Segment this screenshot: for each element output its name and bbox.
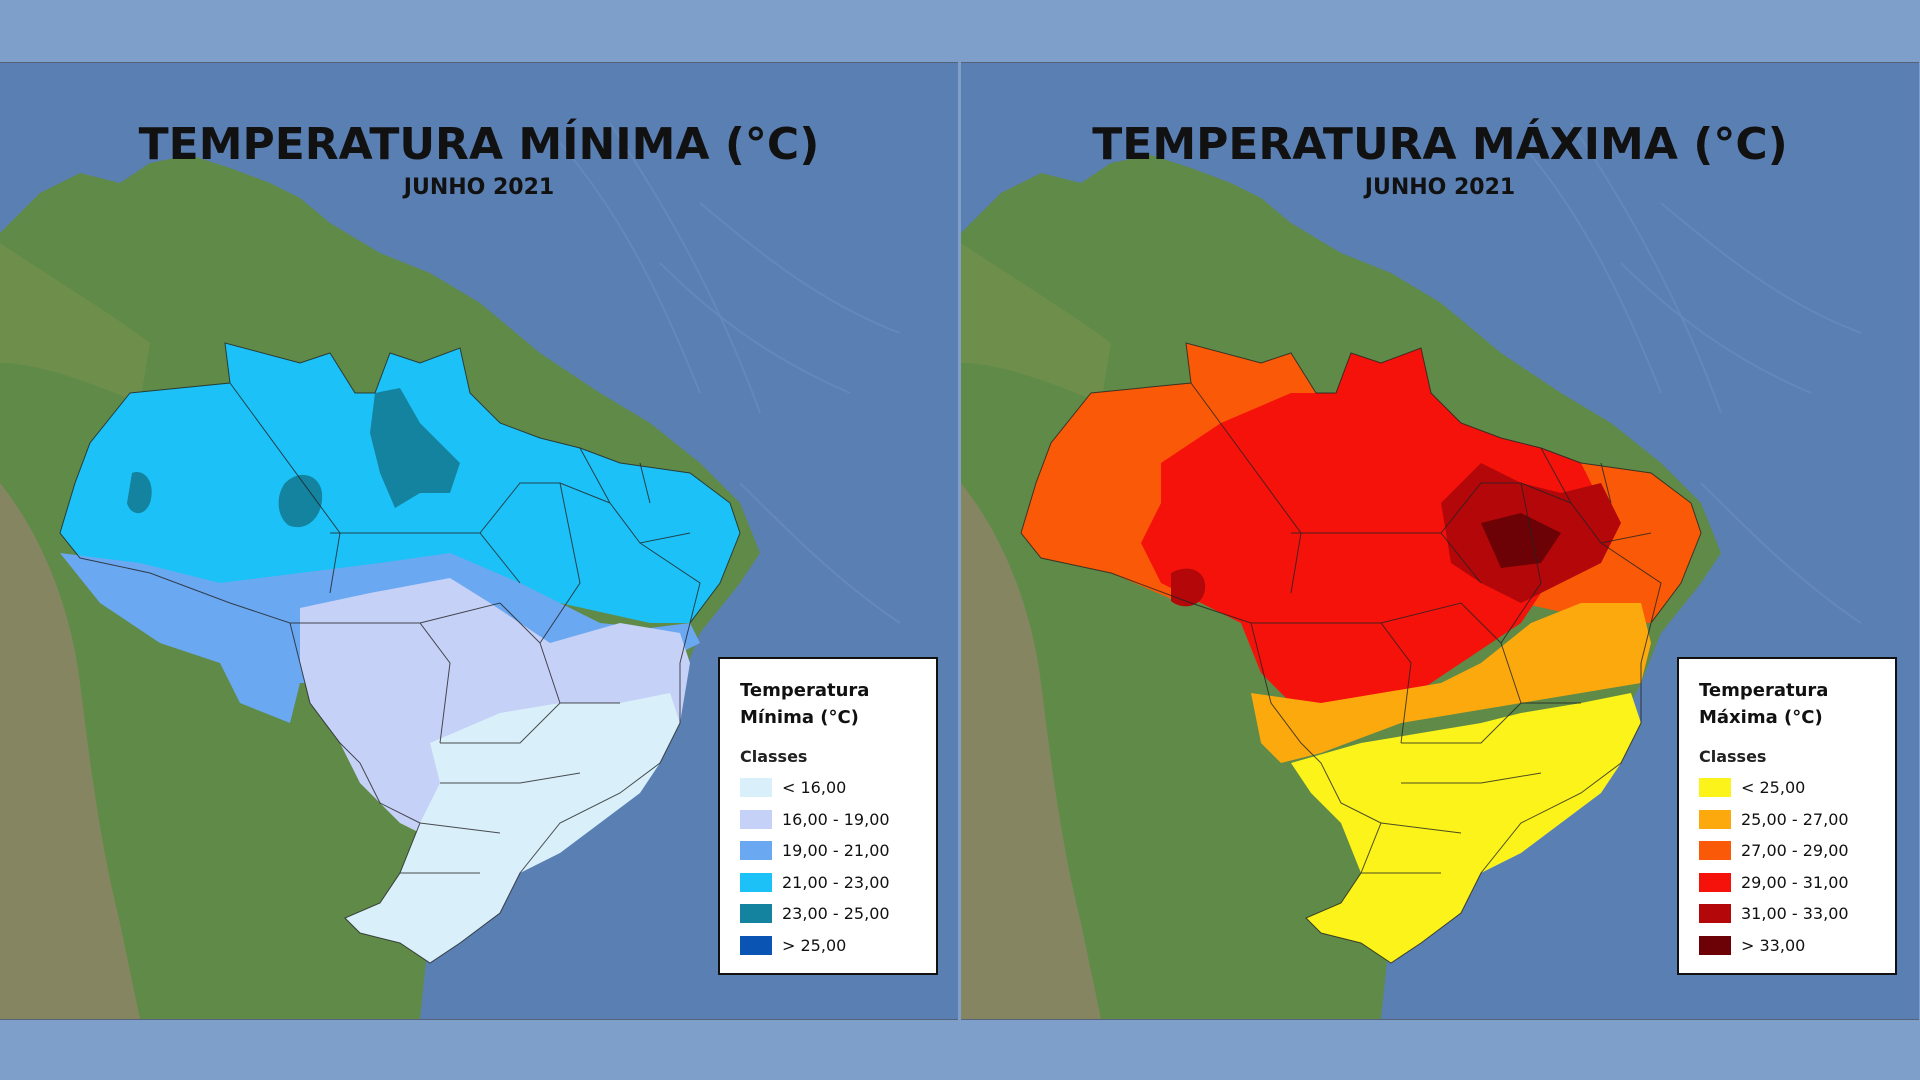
legend-item: 16,00 - 19,00: [740, 804, 936, 836]
legend-swatch: [740, 904, 772, 924]
map-legend: Temperatura Mínima (°C) Classes < 16,00 …: [718, 657, 938, 975]
legend-item: 23,00 - 25,00: [740, 898, 936, 930]
legend-title-line2: Mínima (°C): [740, 707, 859, 728]
map-legend: Temperatura Máxima (°C) Classes < 25,00 …: [1677, 657, 1897, 975]
map-subtitle: JUNHO 2021: [1364, 175, 1516, 200]
legend-swatch: [740, 935, 772, 955]
legend-swatch: [1699, 809, 1731, 829]
max-temperature-map-panel: TEMPERATURA MÁXIMA (°C) JUNHO 2021 Tempe…: [961, 62, 1919, 1020]
legend-item-label: < 25,00: [1741, 778, 1806, 798]
legend-item-label: 27,00 - 29,00: [1741, 841, 1849, 861]
legend-item: < 25,00: [1699, 772, 1895, 804]
legend-item: 21,00 - 23,00: [740, 867, 936, 899]
panel-divider: [958, 62, 961, 1018]
legend-item-label: 25,00 - 27,00: [1741, 809, 1849, 829]
legend-title-line1: Temperatura: [740, 680, 870, 701]
legend-swatch: [740, 809, 772, 829]
legend-item-label: > 25,00: [782, 935, 847, 955]
legend-swatch: [740, 778, 772, 798]
legend-item-label: 31,00 - 33,00: [1741, 904, 1849, 924]
legend-item: < 16,00: [740, 772, 936, 804]
legend-item-label: 16,00 - 19,00: [782, 809, 890, 829]
legend-swatch: [1699, 872, 1731, 892]
legend-swatch: [1699, 904, 1731, 924]
legend-item-label: 29,00 - 31,00: [1741, 872, 1849, 892]
map-title: TEMPERATURA MÍNIMA (°C): [138, 119, 820, 170]
legend-item: > 33,00: [1699, 930, 1895, 962]
legend-title-line1: Temperatura: [1699, 680, 1829, 701]
legend-item: 31,00 - 33,00: [1699, 898, 1895, 930]
legend-swatch: [1699, 841, 1731, 861]
legend-item-label: 19,00 - 21,00: [782, 841, 890, 861]
legend-swatch: [740, 841, 772, 861]
legend-swatch: [740, 872, 772, 892]
map-subtitle: JUNHO 2021: [403, 175, 555, 200]
legend-item: 19,00 - 21,00: [740, 835, 936, 867]
legend-item: 25,00 - 27,00: [1699, 804, 1895, 836]
legend-item: 29,00 - 31,00: [1699, 867, 1895, 899]
min-temperature-map: [0, 63, 958, 1019]
legend-item: > 25,00: [740, 930, 936, 962]
legend-item-label: 21,00 - 23,00: [782, 872, 890, 892]
legend-swatch: [1699, 778, 1731, 798]
min-temperature-map-panel: TEMPERATURA MÍNIMA (°C) JUNHO 2021 Tempe…: [0, 62, 958, 1020]
legend-item-label: 23,00 - 25,00: [782, 904, 890, 924]
legend-item-label: < 16,00: [782, 778, 847, 798]
legend-classes-label: Classes: [1699, 747, 1767, 766]
map-title: TEMPERATURA MÁXIMA (°C): [1092, 119, 1788, 170]
legend-item-label: > 33,00: [1741, 935, 1806, 955]
legend-swatch: [1699, 935, 1731, 955]
legend-title-line2: Máxima (°C): [1699, 707, 1823, 728]
legend-classes-label: Classes: [740, 747, 808, 766]
legend-item: 27,00 - 29,00: [1699, 835, 1895, 867]
